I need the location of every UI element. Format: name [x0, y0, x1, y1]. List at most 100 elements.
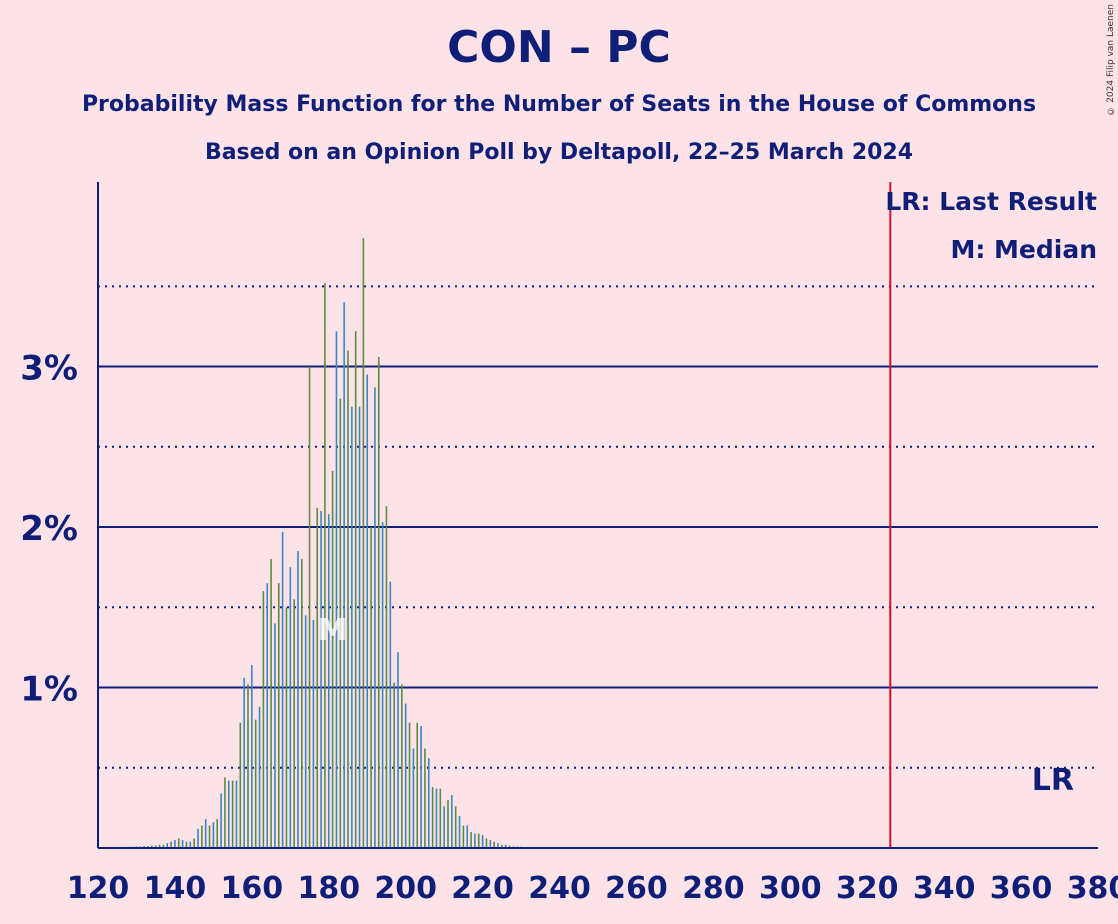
bar [374, 387, 376, 848]
legend-median: M: Median [950, 235, 1097, 264]
bar [470, 831, 472, 848]
x-tick-label: 360 [990, 871, 1053, 906]
bar [497, 843, 499, 848]
bar [427, 758, 430, 848]
bar [208, 825, 211, 848]
bar [154, 845, 157, 848]
legend-last-result: LR: Last Result [885, 187, 1097, 216]
x-tick-label: 140 [144, 871, 207, 906]
bar [216, 819, 219, 848]
bar [316, 507, 319, 848]
bar [247, 684, 249, 848]
bar [281, 531, 284, 848]
bar [339, 398, 342, 848]
bar [389, 581, 392, 848]
bar [289, 567, 292, 848]
bar [227, 780, 230, 848]
bar [408, 722, 411, 848]
bar [362, 238, 365, 848]
bar [324, 283, 326, 848]
bar [458, 815, 461, 848]
bar [454, 806, 457, 848]
bar [162, 844, 165, 848]
bar [435, 788, 438, 848]
bar [451, 795, 453, 848]
chart-subtitle: Probability Mass Function for the Number… [81, 92, 1037, 117]
bar [327, 514, 330, 848]
bar [166, 843, 169, 848]
bar [262, 591, 265, 848]
x-tick-label: 220 [451, 871, 514, 906]
x-tick-label: 240 [528, 871, 591, 906]
bar [439, 788, 442, 848]
bar [504, 844, 507, 848]
bar [201, 825, 203, 848]
bar [385, 506, 388, 848]
bar [251, 665, 253, 848]
x-tick-label: 260 [605, 871, 668, 906]
bar [370, 527, 372, 848]
y-tick-label: 3% [20, 349, 78, 389]
bar [285, 607, 288, 848]
bar [358, 406, 361, 848]
bar [331, 470, 334, 848]
y-tick-label: 2% [20, 509, 78, 549]
bar [151, 845, 153, 848]
bar [312, 620, 315, 848]
bar [293, 599, 295, 848]
last-result-label: LR [1032, 763, 1074, 798]
bar [235, 780, 238, 848]
bar [431, 787, 434, 848]
bar [501, 844, 503, 848]
bar [243, 677, 245, 848]
bar [270, 559, 272, 848]
bar [266, 583, 269, 848]
bar [508, 845, 511, 848]
bar [197, 828, 199, 848]
bar [304, 615, 307, 848]
bar [204, 819, 207, 848]
bar [177, 838, 180, 848]
bar [239, 722, 242, 848]
bar [474, 833, 476, 848]
bar [485, 838, 488, 848]
bar [277, 583, 280, 848]
bar [274, 623, 276, 848]
bar [231, 780, 234, 848]
bar [308, 366, 311, 848]
bar [393, 682, 395, 848]
bar [212, 822, 215, 848]
bar [297, 551, 299, 848]
bar [416, 722, 419, 848]
bar [189, 841, 192, 848]
x-tick-label: 180 [297, 871, 360, 906]
bar [404, 703, 407, 848]
bar [185, 841, 188, 848]
x-tick-label: 120 [67, 871, 130, 906]
bar [481, 835, 484, 848]
bar [254, 719, 257, 848]
bar [181, 839, 184, 848]
bar [343, 302, 345, 848]
bar [443, 806, 445, 848]
bar [377, 356, 380, 848]
y-tick-label: 1% [20, 670, 78, 710]
bar [424, 748, 426, 848]
bar [335, 331, 338, 849]
bar [220, 793, 222, 848]
x-tick-label: 380 [1067, 871, 1118, 906]
bar [354, 331, 357, 849]
x-tick-label: 320 [836, 871, 899, 906]
bar [462, 825, 465, 848]
x-tick-label: 280 [682, 871, 745, 906]
x-tick-label: 200 [374, 871, 437, 906]
bar [351, 406, 353, 848]
bar [381, 522, 384, 848]
bar [158, 844, 161, 848]
chart-title: CON – PC [447, 22, 671, 73]
bar [224, 777, 226, 848]
bar [258, 706, 261, 848]
x-tick-label: 340 [913, 871, 976, 906]
bar [397, 652, 399, 848]
